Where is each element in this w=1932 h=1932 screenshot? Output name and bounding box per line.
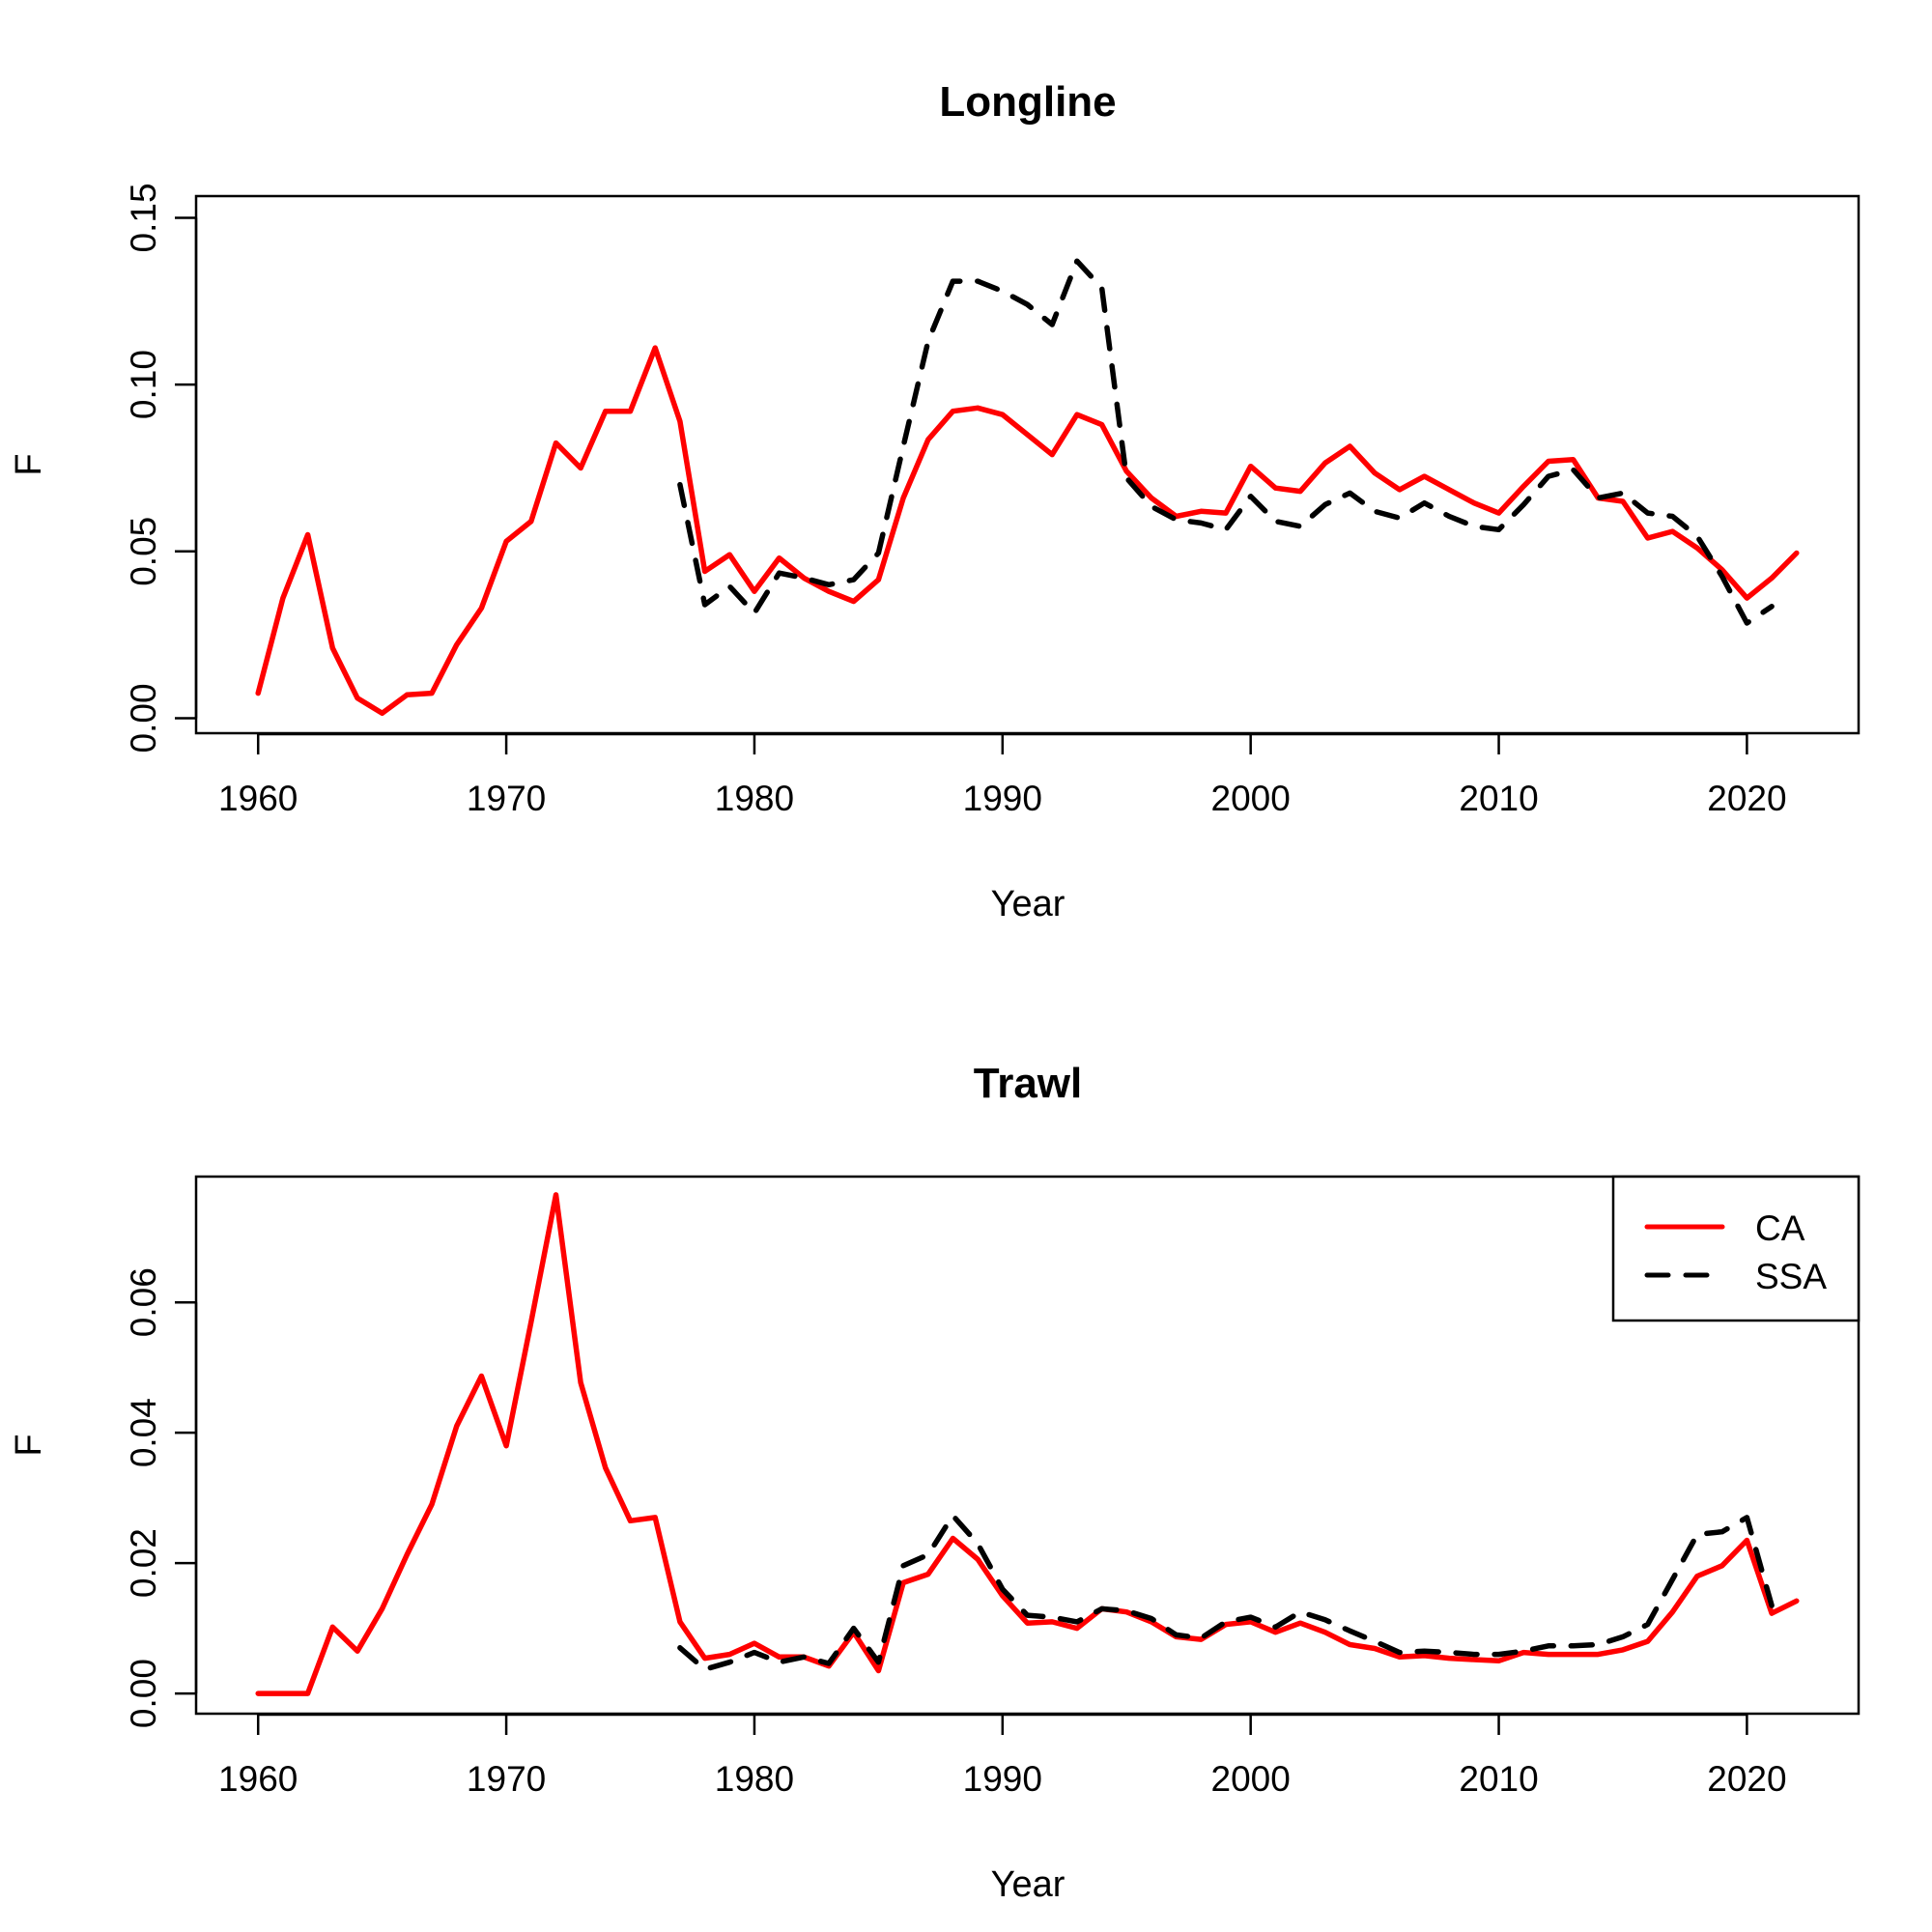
longline-y-axis-label: F xyxy=(9,453,49,475)
longline-y-tick-label: 0.10 xyxy=(124,350,163,419)
longline-y-tick-label: 0.05 xyxy=(124,517,163,586)
longline-x-tick-label: 2000 xyxy=(1211,779,1291,818)
trawl-y-ticks: 0.00 0.02 0.04 0.06 xyxy=(124,1267,198,1728)
trawl-series xyxy=(255,1192,1800,1696)
legend: CA SSA xyxy=(1611,1175,1861,1322)
trawl-x-axis-label: Year xyxy=(991,1864,1065,1905)
trawl-y-tick-label: 0.04 xyxy=(124,1398,163,1467)
trawl-y-tick-label: 0.00 xyxy=(124,1659,163,1728)
trawl-y-tick-label: 0.06 xyxy=(124,1267,163,1337)
trawl-title: Trawl xyxy=(974,1060,1083,1107)
trawl-series-ca-line xyxy=(255,1192,1800,1696)
trawl-x-tick-label: 1960 xyxy=(218,1759,298,1799)
longline-panel: Longline Year F 1960 1970 1980 1990 2000 2010… xyxy=(9,78,1861,924)
longline-y-tick-label: 0.15 xyxy=(124,183,163,252)
longline-x-tick-label: 1980 xyxy=(715,779,794,818)
trawl-y-axis-label: F xyxy=(9,1434,49,1456)
trawl-x-tick-label: 1990 xyxy=(963,1759,1042,1799)
trawl-x-tick-label: 2020 xyxy=(1707,1759,1786,1799)
trawl-x-tick-label: 1970 xyxy=(467,1759,546,1799)
trawl-x-tick-label: 1980 xyxy=(715,1759,794,1799)
trawl-x-tick-label: 2010 xyxy=(1459,1759,1538,1799)
trawl-panel: Trawl Year F 1960 1970 1980 1990 2000 2010 202… xyxy=(9,1060,1861,1905)
longline-series xyxy=(255,258,1800,717)
longline-title: Longline xyxy=(939,78,1116,126)
longline-x-ticks: 1960 1970 1980 1990 2000 2010 2020 xyxy=(218,732,1787,818)
trawl-plot-frame xyxy=(194,1175,1861,1716)
trawl-series-ssa-line xyxy=(677,1513,1775,1672)
longline-y-ticks: 0.00 0.05 0.10 0.15 xyxy=(124,183,198,753)
longline-x-tick-label: 1970 xyxy=(467,779,546,818)
longline-series-ssa-line xyxy=(677,258,1775,626)
longline-x-tick-label: 2020 xyxy=(1707,779,1786,818)
longline-plot-frame xyxy=(194,194,1861,735)
legend-box xyxy=(1611,1175,1861,1322)
longline-series-ca-line xyxy=(255,345,1800,717)
trawl-y-tick-label: 0.02 xyxy=(124,1528,163,1598)
longline-x-axis-label: Year xyxy=(991,884,1065,924)
legend-ssa-label: SSA xyxy=(1755,1257,1827,1296)
legend-ca-label: CA xyxy=(1755,1208,1805,1248)
trawl-x-ticks: 1960 1970 1980 1990 2000 2010 2020 xyxy=(218,1713,1787,1799)
longline-x-tick-label: 1960 xyxy=(218,779,298,818)
longline-x-tick-label: 1990 xyxy=(963,779,1042,818)
longline-x-tick-label: 2010 xyxy=(1459,779,1538,818)
longline-y-tick-label: 0.00 xyxy=(124,683,163,753)
trawl-x-tick-label: 2000 xyxy=(1211,1759,1291,1799)
